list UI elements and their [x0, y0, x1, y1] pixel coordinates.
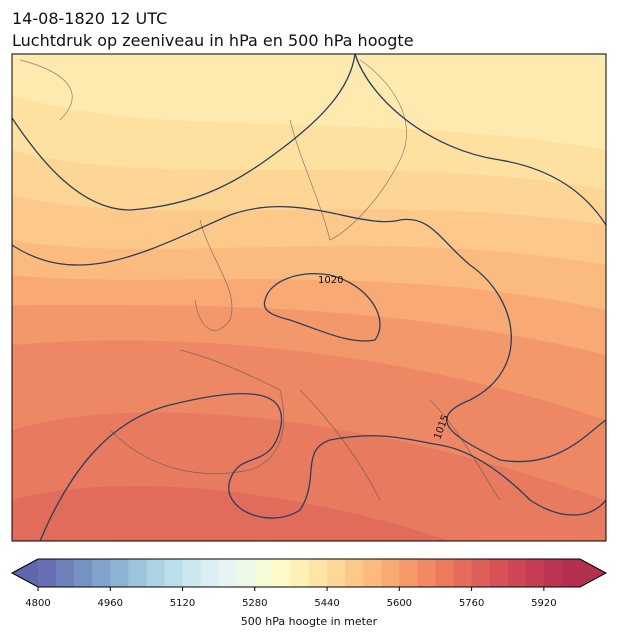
colorbar-segment [182, 559, 202, 587]
colorbar-segment [399, 559, 418, 587]
colorbar-segment [128, 559, 147, 587]
colorbar-segment [489, 559, 509, 587]
colorbar-segment [363, 559, 382, 587]
colorbar-segment [146, 559, 165, 587]
colorbar-segment [38, 559, 57, 587]
colorbar-tick-label: 5760 [459, 598, 484, 609]
colorbar-segment [525, 559, 545, 587]
colorbar-segment [74, 559, 93, 587]
colorbar-segment [435, 559, 455, 587]
colorbar-segment [110, 559, 129, 587]
colorbar-segment [309, 559, 328, 587]
contour-label: 1020 [318, 275, 343, 286]
colorbar-segment [561, 559, 581, 587]
colorbar-tick-label: 5920 [531, 598, 556, 609]
colorbar-segment [471, 559, 491, 587]
colorbar-segment [272, 559, 292, 587]
map-frame [11, 53, 607, 542]
colorbar-segment [218, 559, 238, 587]
colorbar-tick-label: 5440 [314, 598, 339, 609]
colorbar-segment [254, 559, 274, 587]
colorbar-segment [507, 559, 527, 587]
colorbar-segment [381, 559, 400, 587]
colorbar-tick-label: 5600 [387, 598, 412, 609]
colorbar-label: 500 hPa hoogte in meter [241, 615, 378, 628]
colorbar-segment [327, 559, 346, 587]
colorbar-over [580, 559, 606, 587]
colorbar-segment [290, 559, 310, 587]
subtitle: Luchtdruk op zeeniveau in hPa en 500 hPa… [12, 31, 414, 50]
date: 14-08-1820 12 UTC [12, 9, 167, 28]
map: 1020 1015 [12, 54, 606, 541]
colorbar-tick-label: 4960 [98, 598, 123, 609]
colorbar-segment [543, 559, 563, 587]
colorbar-segment [417, 559, 436, 587]
colorbar-segment [200, 559, 220, 587]
colorbar-tick-label: 4800 [25, 598, 50, 609]
colorbar-segment [345, 559, 364, 587]
colorbar-segment [92, 559, 111, 587]
colorbar-segment [164, 559, 184, 587]
colorbar-segment [453, 559, 473, 587]
colorbar-under [12, 559, 38, 587]
colorbar-tick-label: 5280 [242, 598, 267, 609]
colorbar-segment [236, 559, 256, 587]
colorbar-segment [56, 559, 75, 587]
colorbar-tick-label: 5120 [170, 598, 195, 609]
colorbar: 4800 4960 5120 5280 5440 5600 5760 5920 [10, 558, 608, 609]
colorbar-outline [10, 558, 608, 588]
